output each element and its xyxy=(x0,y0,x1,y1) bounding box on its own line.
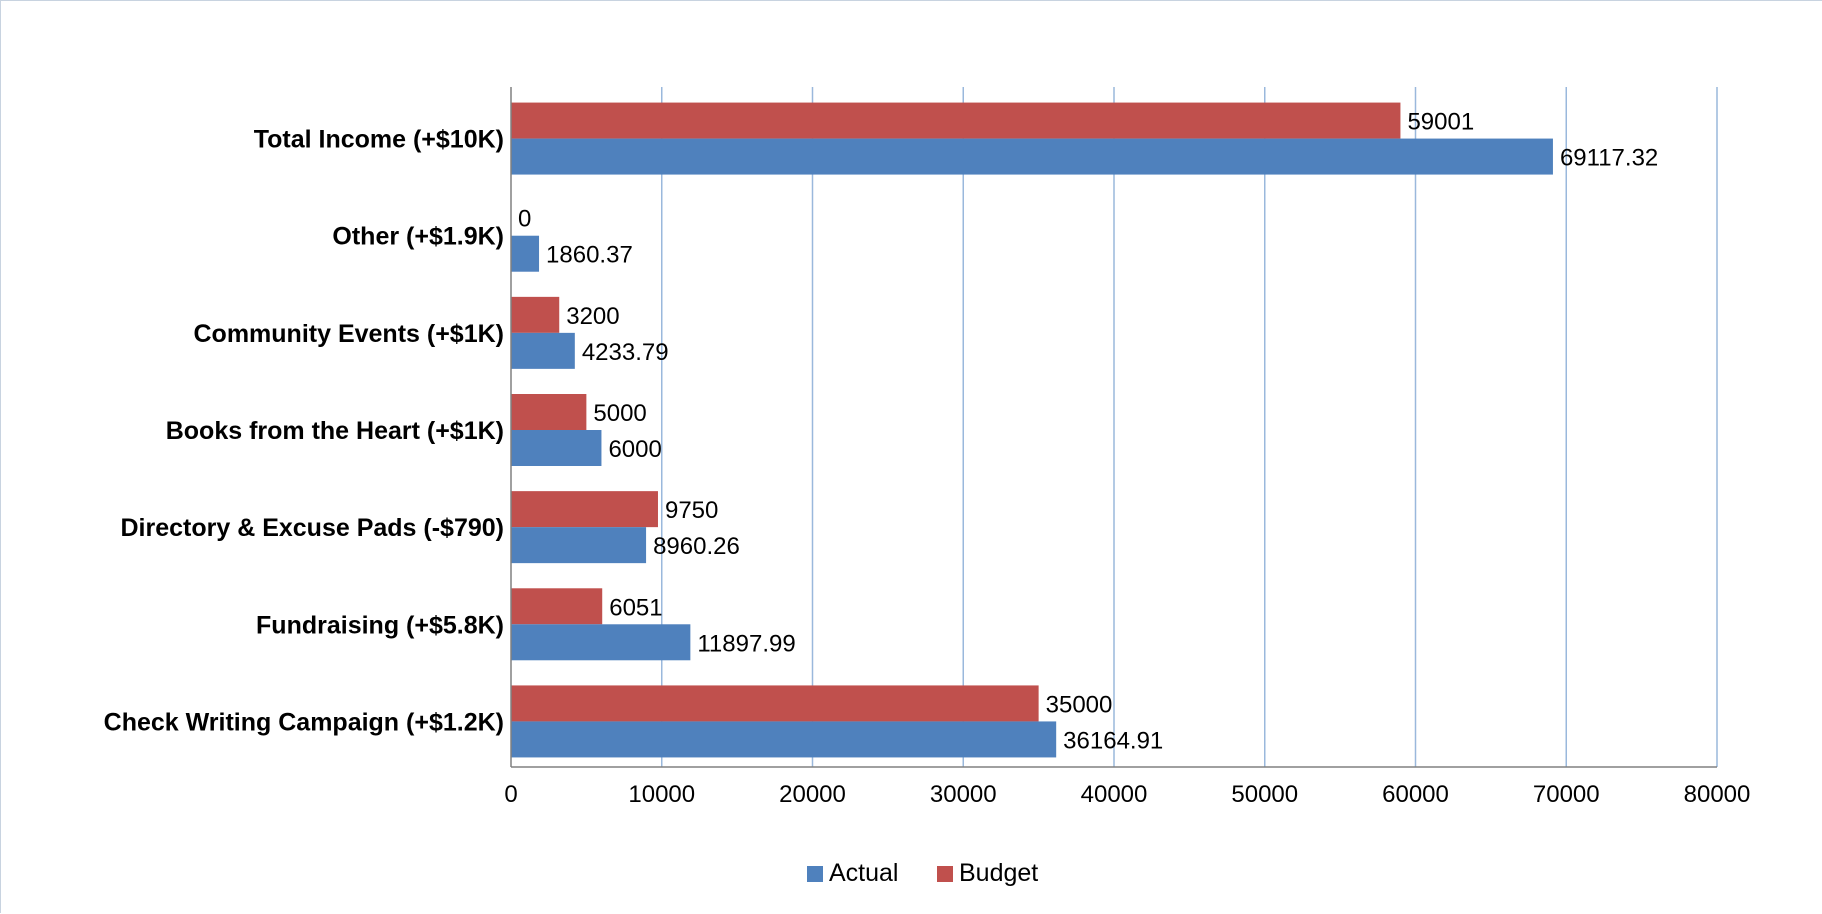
bars xyxy=(511,102,1553,758)
data-label-budget: 0 xyxy=(518,206,531,233)
data-label-budget: 5000 xyxy=(593,400,646,427)
data-label-budget: 3200 xyxy=(566,303,619,330)
category-label: Community Events (+$1K) xyxy=(194,320,505,348)
bar-budget xyxy=(511,296,560,333)
data-label-actual: 1860.37 xyxy=(546,242,633,269)
category-label: Fundraising (+$5.8K) xyxy=(256,611,504,639)
legend-label-budget: Budget xyxy=(959,859,1038,887)
x-tick-label: 20000 xyxy=(779,781,846,808)
category-label: Other (+$1.9K) xyxy=(332,223,504,251)
legend-swatch-actual xyxy=(807,866,823,882)
bar-actual xyxy=(511,430,602,466)
data-label-actual: 4233.79 xyxy=(582,339,669,366)
data-label-actual: 69117.32 xyxy=(1560,145,1658,172)
x-tick-label: 70000 xyxy=(1533,781,1600,808)
data-label-budget: 9750 xyxy=(665,497,718,524)
bar-actual xyxy=(511,235,540,272)
bar-budget xyxy=(511,588,603,625)
bar-actual xyxy=(511,527,647,564)
bar-actual xyxy=(511,332,575,369)
labels: 0 10000 20000 30000 40000 50000 60000 70000 8000… xyxy=(104,109,1751,808)
bar-actual xyxy=(511,624,691,661)
legend-label-actual: Actual xyxy=(829,859,898,887)
data-label-budget: 59001 xyxy=(1407,109,1474,136)
legend-swatch-budget xyxy=(937,866,953,882)
bar-budget xyxy=(511,491,658,528)
category-label: Books from the Heart (+$1K) xyxy=(166,417,504,445)
data-label-budget: 35000 xyxy=(1046,691,1113,718)
x-tick-label: 60000 xyxy=(1382,781,1449,808)
data-label-budget: 6051 xyxy=(609,594,662,621)
x-tick-label: 80000 xyxy=(1684,781,1751,808)
data-label-actual: 8960.26 xyxy=(653,533,740,560)
x-tick-label: 40000 xyxy=(1081,781,1148,808)
x-tick-label: 10000 xyxy=(628,781,695,808)
x-tick-label: 50000 xyxy=(1231,781,1298,808)
legend: Actual Budget xyxy=(807,859,1038,887)
x-tick-label: 30000 xyxy=(930,781,997,808)
bar-budget xyxy=(511,685,1039,722)
bar-budget xyxy=(511,102,1401,139)
gridlines xyxy=(661,87,1718,767)
axes xyxy=(510,87,1717,768)
bar-budget xyxy=(511,394,587,430)
data-label-actual: 11897.99 xyxy=(697,630,795,657)
category-label: Total Income (+$10K) xyxy=(254,126,504,154)
data-label-actual: 6000 xyxy=(608,436,661,463)
data-label-actual: 36164.91 xyxy=(1063,727,1163,754)
bar-actual xyxy=(511,721,1057,758)
bar-actual xyxy=(511,138,1553,175)
x-tick-label: 0 xyxy=(504,781,517,808)
category-label: Check Writing Campaign (+$1.2K) xyxy=(104,708,504,736)
category-label: Directory & Excuse Pads (-$790) xyxy=(120,514,504,542)
